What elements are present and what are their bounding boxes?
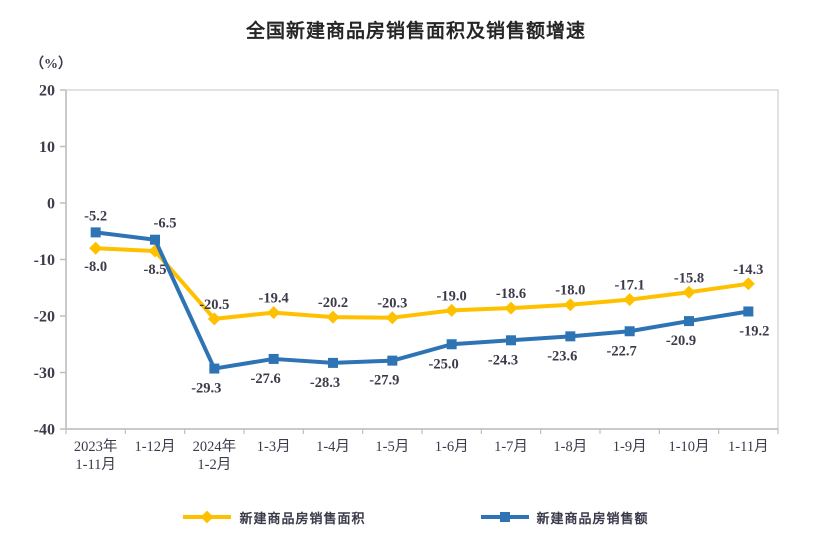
svg-text:1-10月: 1-10月: [668, 439, 709, 455]
legend: 新建商品房销售面积 新建商品房销售额: [0, 502, 832, 532]
svg-text:1-4月: 1-4月: [316, 439, 350, 455]
svg-text:-6.5: -6.5: [154, 216, 177, 232]
sales-area-line-marker-icon: [183, 510, 232, 524]
svg-text:-40: -40: [34, 422, 55, 439]
legend-item-sales-area: 新建商品房销售面积: [183, 508, 365, 527]
svg-text:-5.2: -5.2: [84, 208, 107, 224]
svg-text:-20.9: -20.9: [666, 333, 696, 349]
svg-text:20: 20: [39, 83, 55, 100]
svg-text:-18.6: -18.6: [496, 286, 526, 302]
svg-text:-14.3: -14.3: [733, 262, 763, 278]
chart-title: 全国新建商品房销售面积及销售额增速: [245, 21, 586, 42]
svg-text:-24.3: -24.3: [488, 352, 518, 368]
svg-text:-20.3: -20.3: [377, 296, 407, 312]
svg-text:-18.0: -18.0: [555, 283, 585, 299]
legend-label-sales-amount: 新建商品房销售额: [536, 510, 649, 526]
svg-text:1-12月: 1-12月: [134, 439, 175, 455]
svg-text:-19.4: -19.4: [259, 291, 289, 307]
svg-text:0: 0: [47, 196, 55, 213]
svg-text:1-11月: 1-11月: [728, 439, 769, 455]
svg-text:-22.7: -22.7: [607, 343, 637, 359]
svg-text:-27.9: -27.9: [369, 373, 399, 389]
svg-text:-19.0: -19.0: [437, 288, 467, 304]
svg-text:-8.0: -8.0: [84, 259, 107, 275]
svg-text:-10: -10: [34, 252, 55, 269]
svg-text:1-3月: 1-3月: [257, 439, 291, 455]
y-axis-unit-label: （%）: [30, 57, 72, 72]
svg-text:-25.0: -25.0: [429, 356, 459, 372]
svg-text:-20.5: -20.5: [199, 297, 229, 313]
svg-text:1-9月: 1-9月: [613, 439, 647, 455]
svg-text:-20.2: -20.2: [318, 295, 348, 311]
svg-text:-23.6: -23.6: [547, 348, 577, 364]
svg-text:-19.2: -19.2: [739, 323, 769, 339]
line-chart: 20 10 0 -10 -20 -30 -40 2023年 1-11月 1-12月 2024年 1-2…: [34, 83, 779, 473]
svg-text:1-5月: 1-5月: [375, 439, 409, 455]
svg-text:-27.6: -27.6: [251, 371, 281, 387]
svg-text:-29.3: -29.3: [191, 381, 221, 397]
legend-label-sales-area: 新建商品房销售面积: [239, 510, 366, 526]
svg-text:-17.1: -17.1: [615, 278, 645, 294]
svg-text:-8.5: -8.5: [144, 262, 167, 278]
svg-text:-20: -20: [34, 309, 55, 326]
svg-text:10: 10: [39, 139, 55, 156]
svg-text:1-6月: 1-6月: [435, 439, 469, 455]
svg-text:-28.3: -28.3: [310, 375, 340, 391]
svg-text:-30: -30: [34, 365, 55, 382]
svg-text:1-7月: 1-7月: [494, 439, 528, 455]
svg-text:1-8月: 1-8月: [553, 439, 587, 455]
legend-item-sales-amount: 新建商品房销售额: [480, 508, 649, 527]
svg-text:-15.8: -15.8: [674, 270, 704, 286]
sales-amount-line-marker-icon: [480, 512, 529, 522]
